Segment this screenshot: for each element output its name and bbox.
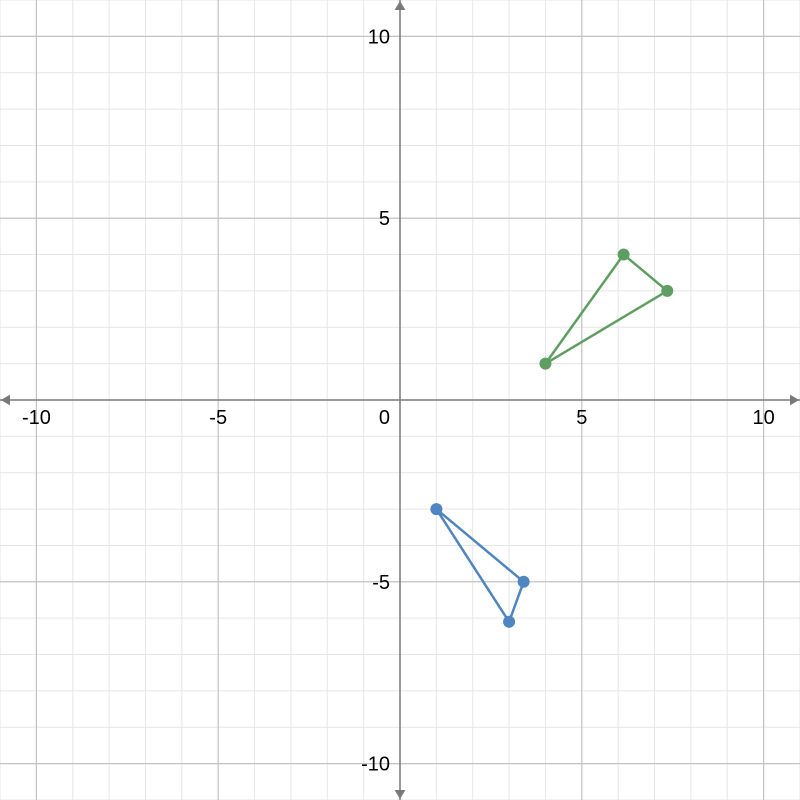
- tick-labels: -10 -5 0 5 10 -10 -5 5 10: [22, 26, 775, 775]
- y-tick-label: -5: [372, 572, 390, 594]
- vertex-point: [430, 503, 442, 515]
- x-tick-label: 0: [379, 407, 390, 429]
- coordinate-plane: -10 -5 0 5 10 -10 -5 5 10: [0, 0, 800, 800]
- y-tick-label: 5: [379, 208, 390, 230]
- triangle-green: [539, 249, 673, 370]
- y-tick-label: 10: [368, 26, 390, 48]
- x-tick-label: -10: [22, 407, 51, 429]
- x-tick-label: 5: [576, 407, 587, 429]
- vertex-point: [539, 358, 551, 370]
- x-tick-label: 10: [752, 407, 774, 429]
- vertex-point: [618, 249, 630, 261]
- vertex-point: [518, 576, 530, 588]
- y-tick-label: -10: [361, 754, 390, 776]
- axes: [0, 0, 800, 800]
- triangle-blue: [430, 503, 529, 628]
- x-tick-label: -5: [209, 407, 227, 429]
- vertex-point: [661, 285, 673, 297]
- shapes: [430, 249, 673, 628]
- vertex-point: [503, 616, 515, 628]
